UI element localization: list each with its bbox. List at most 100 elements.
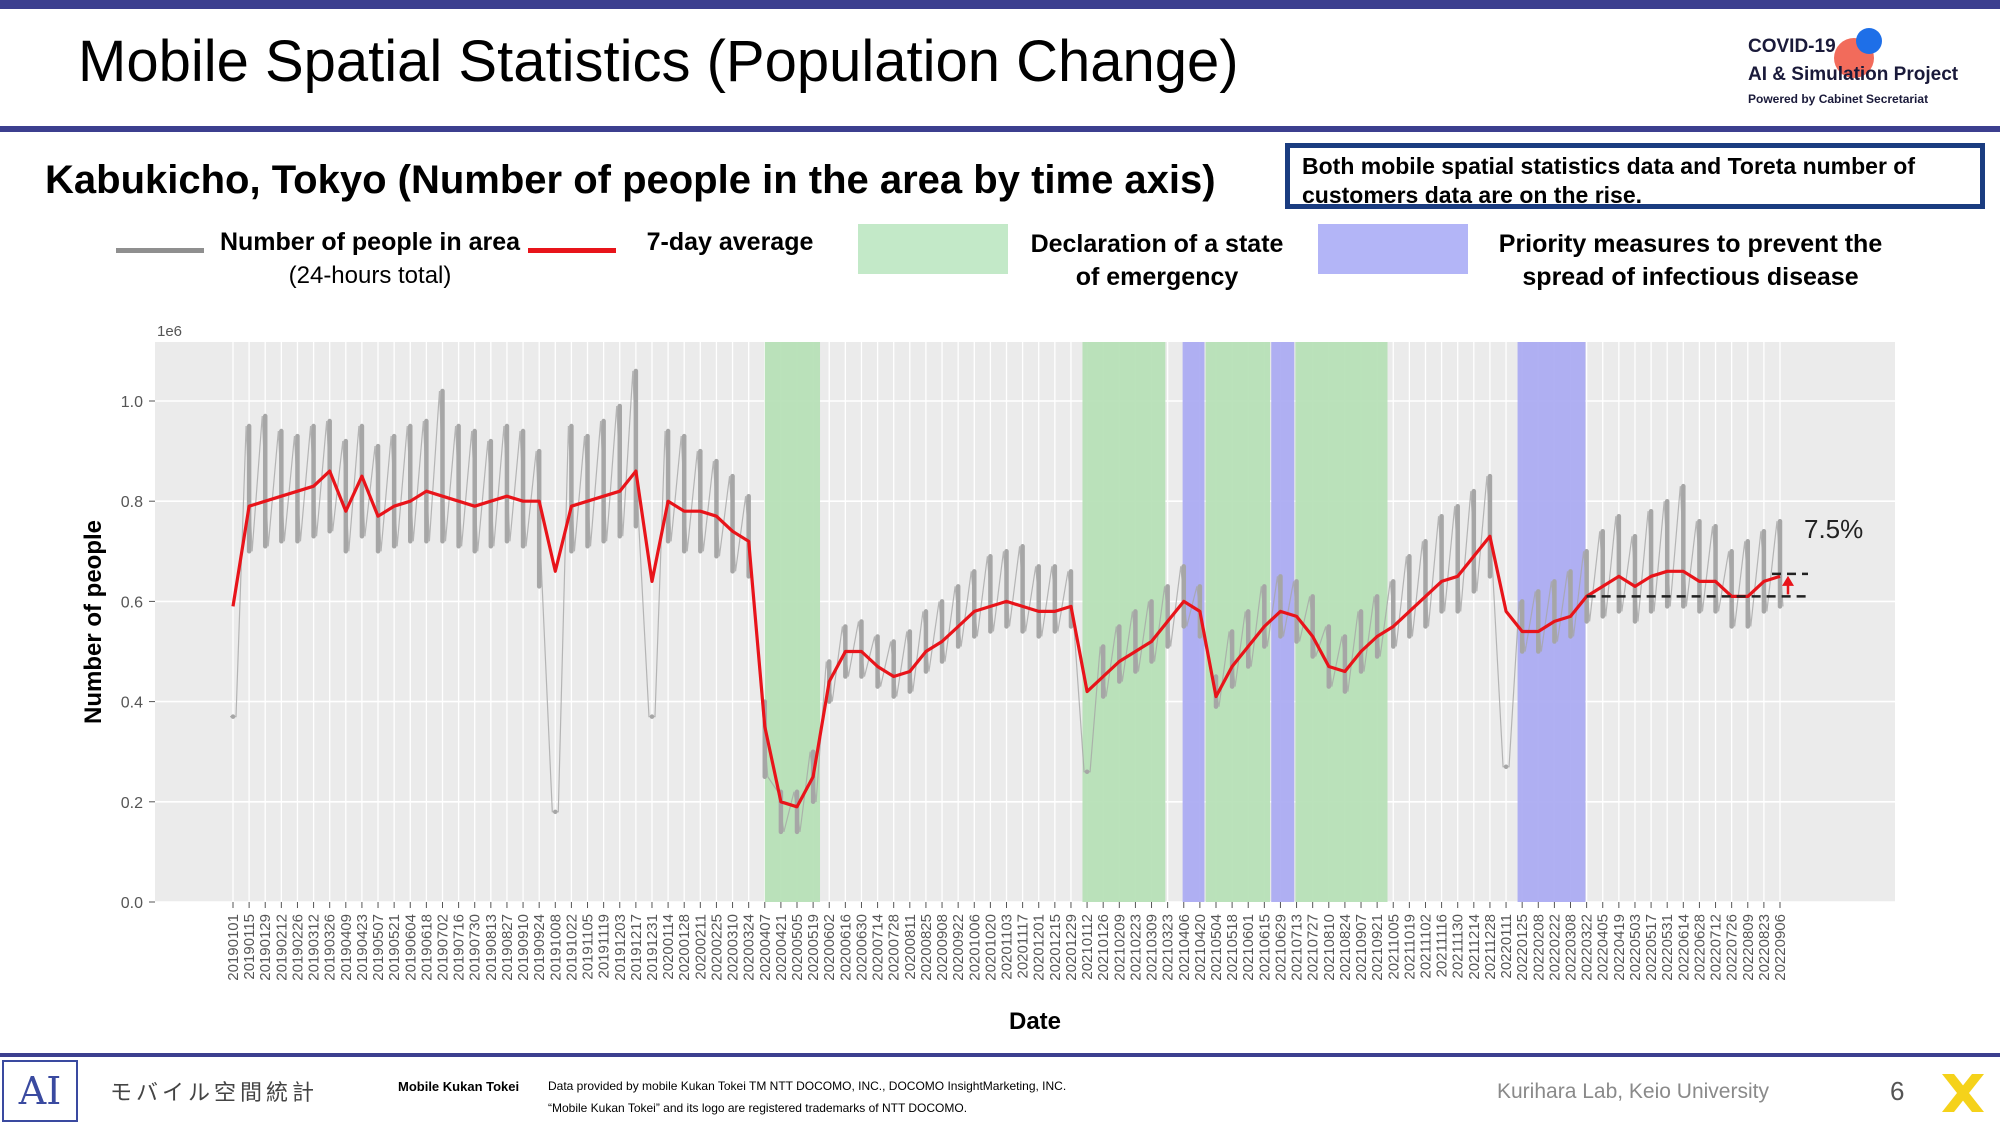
x-tick-label: 20200505 — [789, 914, 806, 981]
legend-emergency-line2: of emergency — [1075, 263, 1239, 291]
y-multiplier: 1e6 — [157, 323, 182, 340]
logo-line2: AI & Simulation Project — [1748, 64, 1959, 85]
x-tick-label: 20190312 — [306, 914, 323, 981]
x-brand-icon — [1942, 1074, 1984, 1112]
y-tick-label: 0.0 — [121, 895, 143, 912]
x-tick-label: 20190730 — [467, 914, 484, 981]
x-tick-label: 20200811 — [902, 914, 919, 980]
x-tick-label: 20210126 — [1095, 914, 1112, 981]
x-tick-label: 20220906 — [1772, 914, 1789, 981]
x-tick-label: 20201201 — [1031, 914, 1048, 981]
legend-raw-label: Number of people in area — [219, 228, 521, 256]
x-tick-label: 20211214 — [1466, 914, 1483, 980]
emergency-period — [764, 342, 821, 902]
x-tick-label: 20190702 — [434, 914, 451, 981]
x-tick-label: 20211019 — [1401, 914, 1418, 980]
x-tick-label: 20220517 — [1643, 914, 1660, 981]
x-tick-label: 20210921 — [1369, 914, 1386, 981]
footer-note2: “Mobile Kukan Tokei” and its logo are re… — [548, 1101, 968, 1115]
x-tick-label: 20220712 — [1708, 914, 1725, 981]
x-tick-label: 20220125 — [1514, 914, 1531, 981]
x-tick-label: 20200519 — [805, 914, 822, 981]
legend-priority-swatch — [1318, 224, 1468, 274]
x-tick-label: 20210323 — [1160, 914, 1177, 981]
logo-line1: COVID-19 — [1748, 36, 1836, 57]
logo-blue-dot — [1856, 28, 1882, 54]
y-tick-label: 0.4 — [121, 695, 143, 712]
x-tick-label: 20200421 — [773, 914, 790, 981]
x-tick-label: 20190827 — [499, 914, 516, 981]
x-tick-label: 20211102 — [1417, 914, 1434, 979]
x-tick-label: 20201006 — [966, 914, 983, 981]
x-tick-label: 20210907 — [1353, 914, 1370, 981]
x-tick-label: 20210824 — [1337, 914, 1354, 981]
x-tick-label: 20191217 — [628, 914, 645, 981]
x-tick-label: 20220531 — [1659, 914, 1676, 981]
x-tick-label: 20190910 — [515, 914, 532, 981]
x-tick-label: 20190423 — [354, 914, 371, 981]
x-tick-label: 20210406 — [1176, 914, 1193, 981]
legend-priority-line2: spread of infectious disease — [1522, 263, 1859, 291]
x-tick-label: 20220628 — [1691, 914, 1708, 981]
y-tick-label: 0.6 — [121, 594, 143, 611]
x-tick-label: 20200114 — [660, 914, 677, 980]
x-tick-label: 20220322 — [1579, 914, 1596, 981]
x-tick-label: 20200630 — [853, 914, 870, 981]
legend-emergency: Declaration of a state of emergency — [1012, 228, 1302, 294]
x-tick-label: 20191105 — [580, 914, 597, 980]
x-tick-label: 20190813 — [483, 914, 500, 981]
x-tick-label: 20211130 — [1450, 914, 1467, 979]
x-axis-label: Date — [1009, 1008, 1061, 1035]
x-tick-label: 20190521 — [386, 914, 403, 981]
x-tick-label: 20210209 — [1111, 914, 1128, 981]
x-tick-label: 20220419 — [1611, 914, 1628, 981]
mobile-kukan-tokei-logo: モバイル空間統計 — [110, 1080, 319, 1105]
x-tick-label: 20200728 — [886, 914, 903, 981]
x-tick-label: 20200908 — [934, 914, 951, 981]
x-tick-label: 20191203 — [612, 914, 629, 981]
x-tick-label: 20190226 — [289, 914, 306, 981]
x-tick-label: 20200714 — [870, 914, 887, 981]
x-tick-label: 20190212 — [273, 914, 290, 981]
x-tick-label: 20210727 — [1305, 914, 1322, 981]
x-tick-label: 20191008 — [547, 914, 564, 981]
x-tick-label: 20191231 — [644, 914, 661, 981]
legend-priority: Priority measures to prevent the spread … — [1478, 228, 1903, 294]
x-tick-label: 20201117 — [1015, 914, 1032, 979]
legend-emergency-swatch — [858, 224, 1008, 274]
x-tick-label: 20190716 — [451, 914, 468, 981]
y-axis-label: Number of people — [80, 520, 107, 724]
x-tick-label: 20210112 — [1079, 914, 1096, 980]
x-tick-label: 20210629 — [1272, 914, 1289, 981]
x-tick-label: 20210504 — [1208, 914, 1225, 981]
x-tick-label: 20220308 — [1563, 914, 1580, 981]
priority-measure-period — [1271, 342, 1295, 902]
legend-avg-swatch — [528, 248, 616, 253]
x-tick-label: 20200616 — [837, 914, 854, 981]
x-tick-label: 20200602 — [821, 914, 838, 981]
legend-emergency-line1: Declaration of a state — [1030, 230, 1284, 258]
x-tick-label: 20220111 — [1498, 914, 1515, 979]
x-tick-label: 20190618 — [418, 914, 435, 981]
x-tick-label: 20220726 — [1724, 914, 1741, 981]
y-tick-label: 0.8 — [121, 494, 143, 511]
change-annotation: 7.5% — [1586, 514, 1863, 598]
x-tick-label: 20201020 — [982, 914, 999, 981]
x-tick-label: 20190924 — [531, 914, 548, 981]
x-tick-label: 20191022 — [563, 914, 580, 981]
legend-avg-label: 7-day average — [646, 228, 814, 256]
x-tick-label: 20190507 — [370, 914, 387, 981]
x-tick-label: 20200211 — [692, 914, 709, 980]
y-tick-label: 1.0 — [121, 394, 143, 411]
x-tick-label: 20190101 — [225, 914, 242, 981]
x-tick-label: 20220823 — [1756, 914, 1773, 981]
x-tick-label: 20201229 — [1063, 914, 1080, 981]
x-tick-label: 20220809 — [1740, 914, 1757, 981]
callout-box: Both mobile spatial statistics data and … — [1285, 143, 1985, 209]
change-percent-label: 7.5% — [1804, 514, 1863, 544]
x-tick-label: 20190129 — [257, 914, 274, 981]
x-tick-label: 20210601 — [1240, 914, 1257, 981]
x-tick-label: 20190326 — [322, 914, 339, 981]
chart-subtitle: Kabukicho, Tokyo (Number of people in th… — [45, 158, 1216, 202]
x-tick-label: 20211228 — [1482, 914, 1499, 980]
